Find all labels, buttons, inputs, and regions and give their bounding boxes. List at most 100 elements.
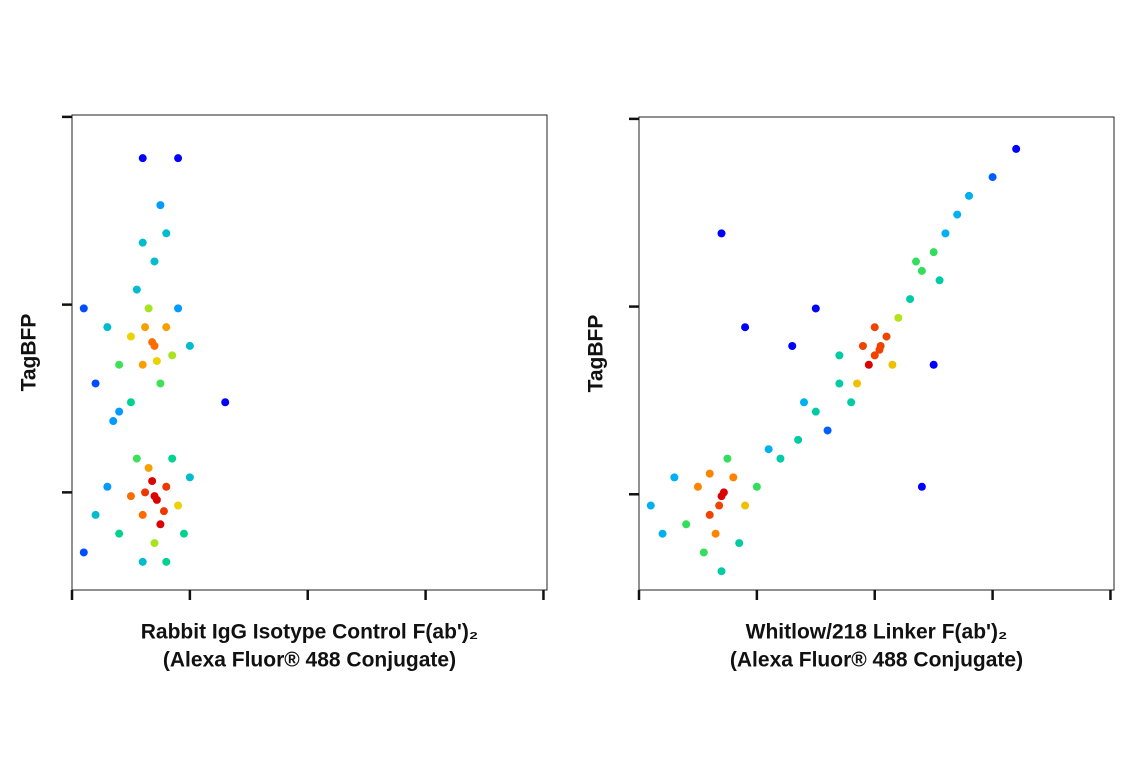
event-dot (79, 548, 88, 557)
event-dot (103, 482, 112, 491)
event-dot (858, 341, 867, 350)
event-dot (705, 510, 714, 519)
event-dot (156, 201, 165, 210)
event-dot (1012, 144, 1021, 153)
event-dot (148, 477, 157, 486)
event-dot (144, 304, 153, 313)
event-dot (115, 360, 124, 369)
event-dot (776, 454, 785, 463)
event-dot (162, 557, 171, 566)
event-dot (741, 323, 750, 332)
event-dot (103, 323, 112, 332)
event-dot (162, 323, 171, 332)
event-dot (870, 351, 879, 360)
event-dot (162, 229, 171, 238)
event-dot (138, 360, 147, 369)
event-dot (174, 501, 183, 510)
event-dot (888, 360, 897, 369)
event-dot (705, 469, 714, 478)
event-dot (741, 501, 750, 510)
event-dot (811, 407, 820, 416)
event-dot (876, 341, 885, 350)
y-axis-label: TagBFP (18, 314, 41, 392)
event-dot (682, 520, 691, 529)
event-dot (109, 417, 118, 426)
event-dot (752, 482, 761, 491)
event-dot (658, 529, 667, 538)
event-dot (729, 473, 738, 482)
event-dot (917, 266, 926, 275)
event-dot (138, 238, 147, 247)
event-dot (115, 407, 124, 416)
event-dot (174, 304, 183, 313)
event-dot (711, 529, 720, 538)
event-dot (132, 285, 141, 294)
event-dot (138, 557, 147, 566)
event-dot (185, 473, 194, 482)
event-dot (141, 488, 150, 497)
x-axis-label: (Alexa Fluor® 488 Conjugate) (730, 649, 1023, 672)
event-dot (835, 351, 844, 360)
event-dot (870, 323, 879, 332)
event-dot (794, 435, 803, 444)
y-axis-label: TagBFP (585, 315, 608, 393)
event-dot (693, 482, 702, 491)
event-dot (965, 191, 974, 200)
event-dot (717, 567, 726, 576)
event-dot (853, 379, 862, 388)
event-dot (717, 229, 726, 238)
event-dot (941, 229, 950, 238)
event-dot (138, 154, 147, 163)
event-dot (132, 454, 141, 463)
event-dot (185, 341, 194, 350)
event-dot (929, 248, 938, 257)
event-dot (929, 360, 938, 369)
event-dot (152, 495, 161, 504)
event-dot (168, 454, 177, 463)
event-dot (935, 276, 944, 285)
event-dot (882, 332, 891, 341)
event-dot (179, 529, 188, 538)
event-dot (953, 210, 962, 219)
event-dot (906, 295, 915, 304)
event-dot (864, 360, 873, 369)
event-dot (156, 520, 165, 529)
event-dot (126, 332, 135, 341)
event-dot (91, 379, 100, 388)
event-dot (670, 473, 679, 482)
event-dot (126, 398, 135, 407)
event-dot (138, 510, 147, 519)
event-dot (152, 356, 161, 365)
event-dot (646, 501, 655, 510)
event-dot (719, 488, 728, 497)
event-dot (715, 501, 724, 510)
event-dot (141, 323, 150, 332)
event-dot (221, 398, 230, 407)
event-dot (847, 398, 856, 407)
event-dot (150, 539, 159, 548)
x-axis-label: Whitlow/218 Linker F(ab')₂ (746, 621, 1008, 644)
event-dot (148, 338, 157, 347)
event-dot (699, 548, 708, 557)
event-dot (168, 351, 177, 360)
event-dot (894, 313, 903, 322)
event-dot (800, 398, 809, 407)
event-dot (911, 257, 920, 266)
plot-frame (638, 116, 1115, 591)
event-dot (917, 482, 926, 491)
plot-frame (71, 114, 548, 591)
event-dot (988, 173, 997, 182)
event-dot (174, 154, 183, 163)
event-dot (835, 379, 844, 388)
event-dot (144, 463, 153, 472)
x-axis-label: (Alexa Fluor® 488 Conjugate) (163, 649, 456, 672)
event-dot (150, 257, 159, 266)
event-dot (823, 426, 832, 435)
event-dot (159, 507, 168, 516)
event-dot (723, 454, 732, 463)
event-dot (764, 445, 773, 454)
event-dot (156, 379, 165, 388)
event-dot (115, 529, 124, 538)
x-axis-label: Rabbit IgG Isotype Control F(ab')₂ (141, 621, 478, 644)
